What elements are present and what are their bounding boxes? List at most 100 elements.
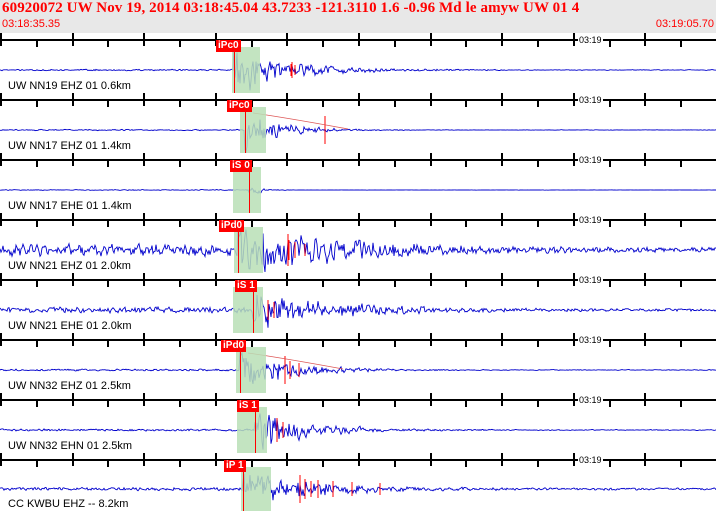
pick-window-band [232,47,260,93]
trace-panel[interactable]: iPc0 03:19 UW NN19 EHZ 01 0.6km [0,33,716,93]
waveform-plot[interactable] [0,227,716,273]
phase-pick-line[interactable] [238,227,239,273]
axis-tick-major [143,93,145,106]
phase-pick-label[interactable]: iS 1 [237,400,259,412]
time-axis [0,213,716,227]
axis-tick-major [430,153,432,166]
axis-tick-minor [680,459,682,467]
event-header: 60920072 UW Nov 19, 2014 03:18:45.04 43.… [0,0,716,33]
phase-pick-line[interactable] [234,47,235,93]
waveform-plot[interactable] [0,47,716,93]
axis-tick-major [286,213,288,226]
phase-pick-line[interactable] [240,347,241,393]
axis-time-label: 03:19 [578,95,603,105]
trace-panel[interactable]: iPc0 03:19 UW NN17 EHZ 01 1.4km [0,93,716,153]
waveform-plot[interactable] [0,287,716,333]
trace-panel[interactable]: iPd0 03:19 UW NN21 EHZ 01 2.0km [0,213,716,273]
waveform-plot[interactable] [0,167,716,213]
phase-pick-label[interactable]: iP 1 [224,460,246,472]
axis-tick-minor [251,459,253,467]
axis-tick-major [215,273,217,286]
axis-tick-minor [465,459,467,467]
axis-tick-major [644,93,646,106]
channel-label[interactable]: UW NN17 EHE 01 1.4km [8,200,132,212]
axis-tick-minor [394,459,396,467]
trace-panel[interactable]: iP 1 03:19 CC KWBU EHZ -- 8.2km [0,453,716,511]
waveform-plot[interactable] [0,467,716,511]
phase-pick-line[interactable] [255,407,256,453]
axis-tick-minor [537,399,539,407]
waveform-trace [0,294,716,328]
axis-tick-minor [394,279,396,287]
trace-panel[interactable]: iS 1 03:19 UW NN21 EHE 01 2.0km [0,273,716,333]
time-axis [0,393,716,407]
trace-panel[interactable]: iS 0 03:19 UW NN17 EHE 01 1.4km [0,153,716,213]
phase-pick-line[interactable] [249,167,250,213]
channel-label[interactable]: UW NN32 EHZ 01 2.5km [8,380,131,392]
trace-panel[interactable]: iPd0 03:19 UW NN32 EHZ 01 2.5km [0,333,716,393]
axis-tick-minor [537,219,539,227]
axis-tick-minor [465,279,467,287]
axis-tick-minor [251,219,253,227]
axis-tick-major [358,453,360,466]
waveform-trace [0,227,716,273]
axis-tick-major [573,153,575,166]
pick-window-band [233,167,261,213]
phase-pick-line[interactable] [253,287,254,333]
axis-tick-major [573,333,575,346]
axis-tick-minor [537,99,539,107]
phase-pick-label[interactable]: iS 0 [230,160,252,172]
axis-tick-minor [465,219,467,227]
axis-tick-major [358,273,360,286]
axis-time-label: 03:19 [578,275,603,285]
channel-label[interactable]: UW NN21 EHE 01 2.0km [8,320,132,332]
axis-tick-minor [609,459,611,467]
axis-tick-minor [36,219,38,227]
axis-tick-major [215,33,217,46]
waveform-trace [0,473,716,503]
channel-label[interactable]: UW NN21 EHZ 01 2.0km [8,260,131,272]
axis-tick-major [0,213,2,226]
axis-tick-minor [680,279,682,287]
phase-pick-line[interactable] [243,467,244,511]
phase-pick-label[interactable]: iS 1 [235,280,257,292]
axis-tick-minor [394,339,396,347]
axis-tick-minor [179,279,181,287]
phase-pick-label[interactable]: iPc0 [216,40,241,52]
axis-tick-major [143,393,145,406]
axis-tick-major [286,393,288,406]
phase-pick-label[interactable]: iPc0 [227,100,252,112]
axis-tick-major [0,153,2,166]
axis-tick-minor [36,459,38,467]
channel-label[interactable]: UW NN17 EHZ 01 1.4km [8,140,131,152]
axis-tick-major [215,213,217,226]
axis-tick-minor [609,339,611,347]
axis-tick-major [358,33,360,46]
axis-tick-major [358,153,360,166]
channel-label[interactable]: UW NN32 EHN 01 2.5km [8,440,133,452]
axis-tick-minor [465,339,467,347]
trace-panel[interactable]: iS 1 03:19 UW NN32 EHN 01 2.5km [0,393,716,453]
axis-tick-minor [179,39,181,47]
axis-tick-major [358,93,360,106]
channel-label[interactable]: CC KWBU EHZ -- 8.2km [8,498,129,510]
axis-tick-major [215,453,217,466]
waveform-plot[interactable] [0,107,716,153]
channel-label[interactable]: UW NN19 EHZ 01 0.6km [8,80,131,92]
phase-pick-label[interactable]: iPd0 [219,220,245,232]
axis-tick-major [215,153,217,166]
axis-tick-minor [394,399,396,407]
coda-envelope-curve [252,112,349,130]
axis-tick-minor [179,99,181,107]
axis-tick-major [430,213,432,226]
waveform-plot[interactable] [0,347,716,393]
axis-tick-minor [394,219,396,227]
phase-pick-label[interactable]: iPd0 [221,340,247,352]
axis-tick-minor [36,339,38,347]
waveform-plot[interactable] [0,407,716,453]
axis-tick-major [358,333,360,346]
phase-pick-line[interactable] [245,107,246,153]
axis-tick-minor [322,339,324,347]
time-axis [0,453,716,467]
